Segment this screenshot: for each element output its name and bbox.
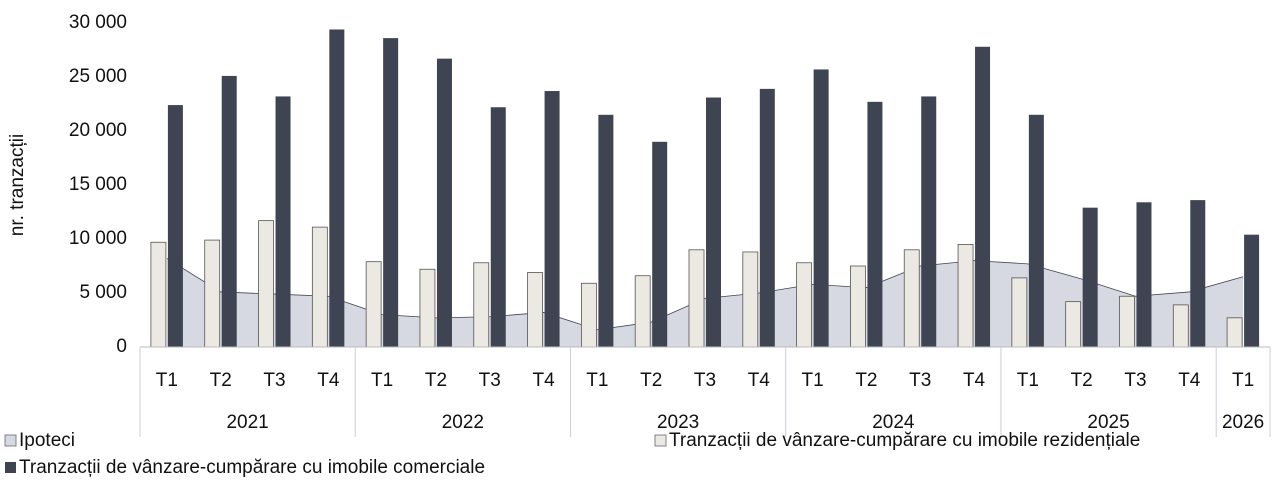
bar bbox=[706, 97, 721, 348]
bar bbox=[634, 275, 651, 348]
x-tick-label: T2 bbox=[210, 370, 232, 391]
bar bbox=[490, 107, 506, 348]
x-tick-label: T1 bbox=[156, 370, 178, 391]
legend-label: Tranzacții de vânzare-cumpărare cu imobi… bbox=[669, 430, 1140, 451]
bar bbox=[1190, 200, 1206, 347]
legend: Ipoteci Tranzacții de vânzare-cumpărare c… bbox=[4, 430, 1140, 478]
y-tick-label: 20 000 bbox=[69, 120, 127, 141]
bar bbox=[167, 105, 183, 347]
bar bbox=[598, 114, 614, 347]
bar bbox=[1119, 295, 1135, 348]
x-tick-label: T4 bbox=[532, 370, 555, 391]
y-axis-label: nr. tranzacții bbox=[7, 134, 28, 236]
x-group-label: 2021 bbox=[226, 412, 268, 433]
x-tick-label: T3 bbox=[694, 370, 716, 391]
area bbox=[166, 258, 1244, 347]
x-group-label: 2025 bbox=[1087, 412, 1129, 433]
legend-swatch bbox=[4, 434, 17, 447]
y-tick-label: 30 000 bbox=[69, 12, 127, 33]
bar bbox=[329, 29, 345, 347]
bar bbox=[436, 58, 452, 347]
bar bbox=[204, 239, 221, 348]
y-tick-label: 0 bbox=[116, 336, 127, 357]
bar bbox=[544, 91, 560, 347]
legend-swatch bbox=[654, 434, 667, 447]
bar bbox=[419, 268, 436, 348]
x-tick-label: T4 bbox=[317, 370, 340, 391]
legend-label: Ipoteci bbox=[19, 430, 75, 451]
x-tick-label: T2 bbox=[640, 370, 662, 391]
x-group-label: 2026 bbox=[1222, 412, 1264, 433]
area-line bbox=[166, 258, 1244, 331]
bar bbox=[1065, 301, 1082, 348]
bar bbox=[957, 243, 974, 348]
bar bbox=[813, 69, 829, 347]
bar bbox=[975, 46, 991, 347]
bar bbox=[759, 88, 775, 347]
x-tick-label: T1 bbox=[1232, 370, 1254, 391]
y-tick-label: 5 000 bbox=[79, 282, 127, 303]
bar bbox=[850, 265, 866, 348]
x-group-label: 2023 bbox=[657, 412, 699, 433]
x-tick-label: T3 bbox=[263, 370, 285, 391]
bar bbox=[580, 282, 597, 348]
bar bbox=[1011, 277, 1028, 348]
x-tick-label: T2 bbox=[425, 370, 447, 391]
x-tick-label: T2 bbox=[1071, 370, 1093, 391]
bar bbox=[1028, 114, 1044, 347]
bar bbox=[527, 272, 543, 348]
bar bbox=[1136, 202, 1152, 347]
bar bbox=[796, 262, 813, 348]
bar bbox=[258, 220, 274, 348]
y-tick-label: 10 000 bbox=[69, 228, 127, 249]
bar bbox=[688, 249, 705, 348]
bar bbox=[921, 96, 937, 347]
bar bbox=[1172, 304, 1189, 348]
bar bbox=[311, 226, 328, 348]
x-tick-label: T1 bbox=[371, 370, 393, 391]
y-tick-label: 25 000 bbox=[69, 66, 127, 87]
x-tick-label: T3 bbox=[1124, 370, 1146, 391]
bar bbox=[473, 262, 490, 348]
x-tick-label: T3 bbox=[479, 370, 501, 391]
x-tick-label: T3 bbox=[909, 370, 931, 391]
y-tick-label: 15 000 bbox=[69, 174, 127, 195]
bar bbox=[221, 75, 237, 348]
x-tick-label: T4 bbox=[748, 370, 771, 391]
bar bbox=[1082, 207, 1098, 347]
bar bbox=[365, 261, 382, 348]
x-tick-label: T4 bbox=[963, 370, 986, 391]
x-tick-label: T2 bbox=[855, 370, 877, 391]
x-tick-label: T1 bbox=[802, 370, 824, 391]
bar bbox=[867, 101, 883, 347]
x-tick-label: T4 bbox=[1178, 370, 1201, 391]
bar bbox=[1226, 317, 1243, 348]
legend-label: Tranzacții de vânzare-cumpărare cu imobi… bbox=[19, 457, 485, 478]
bar bbox=[150, 241, 167, 348]
bar bbox=[903, 249, 920, 348]
bar bbox=[742, 251, 759, 348]
x-group-label: 2024 bbox=[872, 412, 915, 433]
bar bbox=[383, 38, 399, 348]
x-group-label: 2022 bbox=[442, 412, 484, 433]
bar bbox=[652, 141, 668, 347]
bar bbox=[1244, 234, 1260, 347]
bar bbox=[275, 96, 291, 347]
x-tick-label: T1 bbox=[1017, 370, 1039, 391]
x-tick-label: T1 bbox=[586, 370, 608, 391]
legend-swatch bbox=[5, 462, 16, 473]
